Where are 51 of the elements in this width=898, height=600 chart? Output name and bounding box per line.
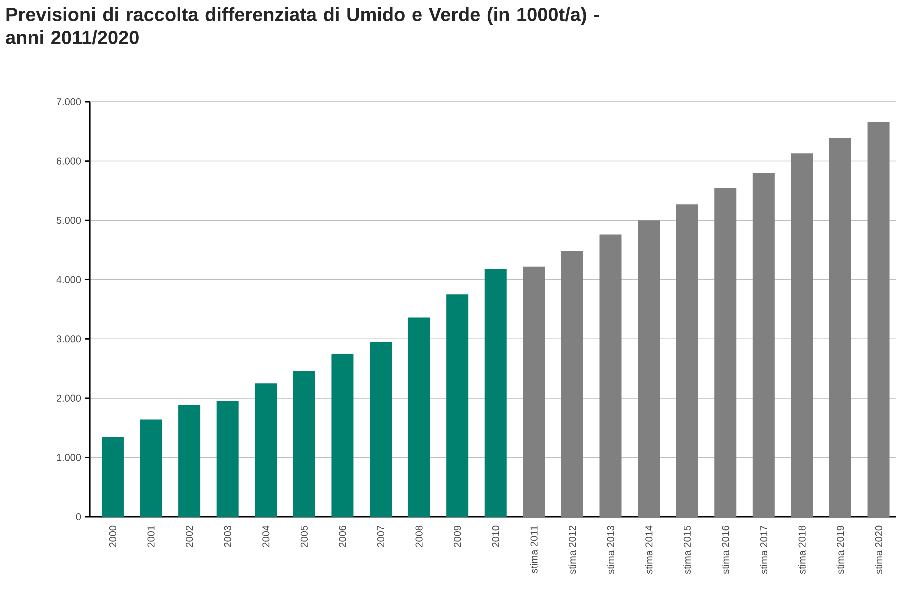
y-tick-label: 7.000 bbox=[56, 98, 82, 106]
y-tick-label: 1.000 bbox=[57, 454, 82, 462]
bar bbox=[370, 342, 392, 517]
x-tick-label: 2004 bbox=[262, 526, 270, 548]
x-tick-label: stima 2018 bbox=[798, 526, 806, 574]
x-tick-label: 2001 bbox=[148, 526, 155, 548]
bar bbox=[752, 173, 775, 517]
y-tick-label: 6.000 bbox=[56, 158, 82, 165]
bar bbox=[561, 251, 584, 517]
bar bbox=[868, 122, 890, 517]
x-tick-label: stima 2020 bbox=[875, 526, 882, 574]
bar bbox=[714, 188, 737, 517]
bar bbox=[791, 154, 814, 517]
bar bbox=[102, 438, 124, 517]
x-tick-label: stima 2013 bbox=[607, 526, 614, 574]
bar bbox=[829, 138, 852, 517]
x-tick-label: 2000 bbox=[109, 526, 117, 548]
x-tick-label: stima 2012 bbox=[568, 526, 576, 574]
x-tick-label: 2010 bbox=[492, 526, 500, 548]
bar bbox=[484, 269, 507, 517]
x-tick-label: stima 2017 bbox=[760, 526, 768, 574]
bar bbox=[446, 294, 469, 517]
x-tick-label: stima 2016 bbox=[722, 526, 730, 574]
x-tick-label: 2002 bbox=[186, 526, 194, 548]
x-tick-label: 2008 bbox=[416, 526, 423, 548]
y-tick-label: 4.000 bbox=[56, 276, 82, 284]
x-tick-label: stima 2015 bbox=[684, 526, 691, 574]
y-tick-label: 3.000 bbox=[56, 336, 82, 343]
bar bbox=[676, 204, 698, 517]
bar bbox=[178, 406, 201, 517]
bar bbox=[523, 266, 546, 517]
x-tick-label: 2005 bbox=[300, 526, 308, 548]
x-tick-label: stima 2019 bbox=[836, 526, 844, 574]
bar bbox=[293, 371, 316, 517]
x-tick-label: stima 2011 bbox=[530, 526, 538, 574]
y-tick-label: 5.000 bbox=[56, 217, 82, 224]
x-tick-label: 2007 bbox=[377, 526, 385, 548]
x-tick-label: 2003 bbox=[224, 526, 232, 548]
chart-title: Previsioni di raccolta differenziata di Umido e Verde (in 1000t/a) - anni 2011/2020 bbox=[6, 8, 600, 45]
x-tick-label: 2006 bbox=[339, 526, 346, 548]
y-tick-label: 0 bbox=[76, 513, 82, 521]
bar bbox=[216, 401, 239, 517]
bar bbox=[638, 220, 660, 517]
y-tick-label: 2.000 bbox=[56, 394, 82, 402]
x-tick-label: stima 2014 bbox=[645, 526, 653, 574]
bar bbox=[600, 234, 622, 517]
bar bbox=[332, 354, 354, 517]
bar bbox=[255, 384, 278, 517]
bar bbox=[140, 420, 162, 517]
bar bbox=[408, 318, 430, 517]
x-tick-label: 2009 bbox=[454, 526, 462, 548]
